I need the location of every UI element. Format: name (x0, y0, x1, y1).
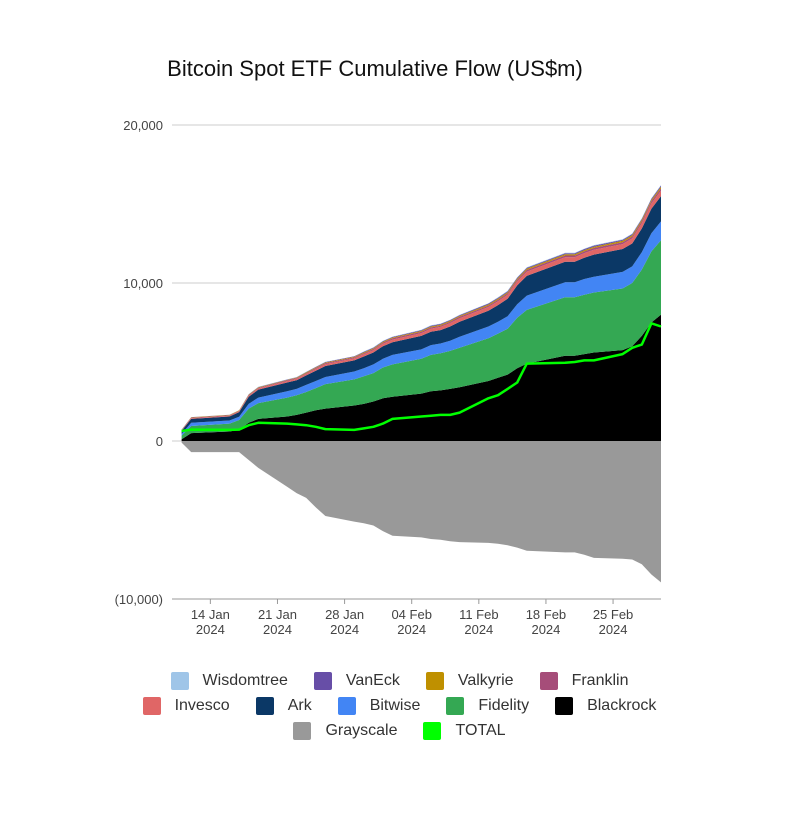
legend-label: TOTAL (455, 721, 506, 739)
legend-label: Bitwise (369, 696, 421, 714)
legend-label: Ark (287, 696, 312, 714)
legend-swatch (142, 696, 161, 715)
legend-swatch (539, 671, 558, 690)
area-fidelity (181, 240, 661, 440)
legend-item-ark[interactable]: Ark (255, 696, 312, 715)
legend-item-valkyrie[interactable]: Valkyrie (425, 671, 514, 690)
line-total (181, 322, 662, 433)
x-tick-year-label: 2024 (397, 622, 426, 637)
x-tick-label: 28 Jan (325, 607, 364, 622)
legend-label: Valkyrie (457, 671, 514, 689)
area-blackrock (181, 314, 661, 441)
legend-item-total[interactable]: TOTAL (423, 721, 506, 740)
legend-item-invesco[interactable]: Invesco (142, 696, 230, 715)
legend-item-grayscale[interactable]: Grayscale (293, 721, 398, 740)
x-tick-label: 18 Feb (526, 607, 566, 622)
chart-title: Bitcoin Spot ETF Cumulative Flow (US$m) (167, 56, 583, 81)
legend-label: Fidelity (478, 696, 530, 714)
x-tick-label: 04 Feb (391, 607, 431, 622)
y-tick-label: 20,000 (123, 118, 163, 133)
legend-label: Invesco (174, 696, 230, 714)
y-tick-label: (10,000) (115, 592, 163, 607)
legend-label: Blackrock (587, 696, 657, 714)
x-tick-label: 14 Jan (191, 607, 230, 622)
legend-label: Wisdomtree (202, 671, 288, 689)
x-tick-year-label: 2024 (599, 622, 628, 637)
legend-swatch (446, 696, 465, 715)
legend-swatch (425, 671, 444, 690)
legend-swatch (337, 696, 356, 715)
legend-swatch (255, 696, 274, 715)
legend-label: Franklin (571, 671, 629, 689)
legend-swatch (555, 696, 574, 715)
x-tick-year-label: 2024 (330, 622, 359, 637)
x-tick-year-label: 2024 (531, 622, 560, 637)
legend-swatch (313, 671, 332, 690)
legend-row: Invesco Ark Bitwise Fidelity Blackrock (0, 693, 799, 718)
chart-legend: Wisdomtree VanEck Valkyrie Franklin Invesco A… (0, 668, 799, 743)
x-tick-label: 25 Feb (593, 607, 633, 622)
legend-item-blackrock[interactable]: Blackrock (555, 696, 657, 715)
x-tick-year-label: 2024 (196, 622, 225, 637)
legend-row: Grayscale TOTAL (0, 718, 799, 743)
total-line (181, 322, 662, 433)
legend-row: Wisdomtree VanEck Valkyrie Franklin (0, 668, 799, 693)
x-tick-year-label: 2024 (263, 622, 292, 637)
legend-label: VanEck (345, 671, 400, 689)
x-tick-label: 21 Jan (258, 607, 297, 622)
legend-item-vaneck[interactable]: VanEck (313, 671, 400, 690)
stacked-areas (181, 185, 661, 583)
legend-item-wisdomtree[interactable]: Wisdomtree (170, 671, 288, 690)
y-tick-label: 10,000 (123, 276, 163, 291)
area-grayscale (181, 441, 661, 583)
legend-label: Grayscale (325, 721, 398, 739)
legend-item-bitwise[interactable]: Bitwise (337, 696, 421, 715)
x-tick-year-label: 2024 (464, 622, 493, 637)
y-tick-label: 0 (156, 434, 163, 449)
legend-swatch (293, 721, 312, 740)
x-tick-label: 11 Feb (459, 607, 499, 622)
legend-item-franklin[interactable]: Franklin (539, 671, 629, 690)
legend-item-fidelity[interactable]: Fidelity (446, 696, 530, 715)
legend-swatch (423, 721, 442, 740)
legend-swatch (170, 671, 189, 690)
